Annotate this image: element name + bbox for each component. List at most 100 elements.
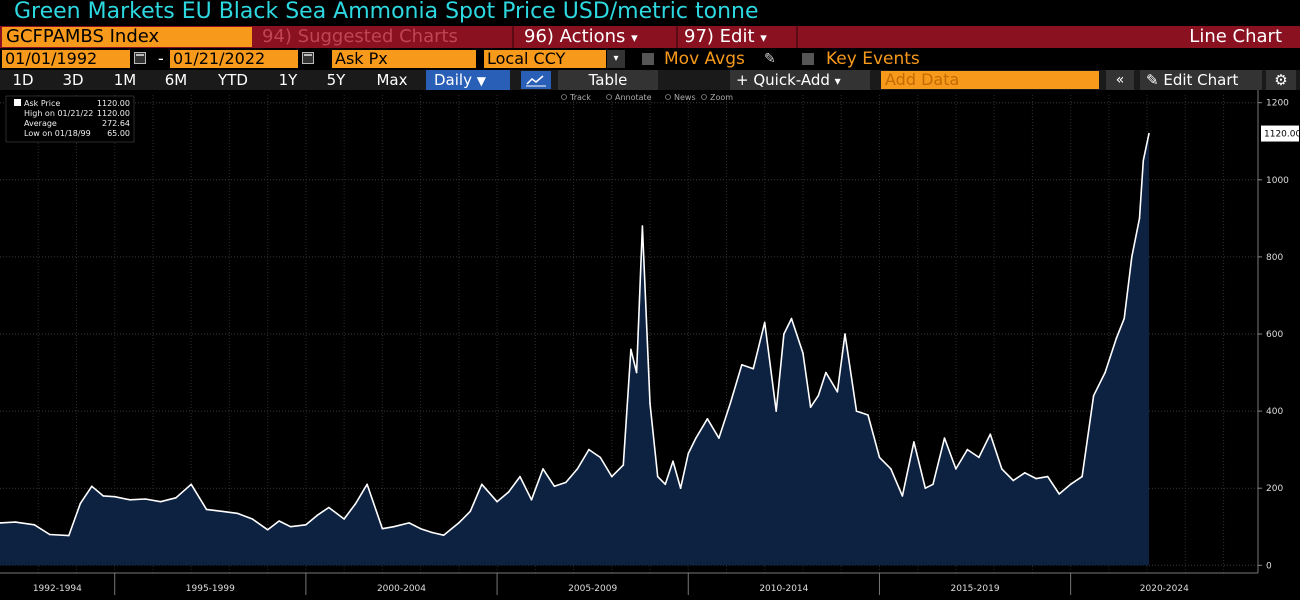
data-point — [33, 524, 36, 526]
mov-avgs-label: Mov Avgs — [664, 49, 745, 69]
add-data-input[interactable]: Add Data — [881, 71, 1099, 89]
data-point — [1148, 132, 1150, 135]
data-point — [844, 333, 846, 335]
data-point — [775, 410, 777, 412]
suggested-charts-button[interactable]: 94) Suggested Charts — [262, 27, 458, 47]
tool-track: Track — [569, 93, 591, 102]
data-point — [635, 371, 638, 374]
frequency-select[interactable]: Daily ▼ — [426, 70, 510, 90]
data-point — [1115, 337, 1118, 339]
data-point — [1001, 468, 1003, 470]
chart-tools: Track Annotate News Zoom — [561, 93, 733, 102]
annotate-icon — [606, 94, 612, 100]
window-title: Green Markets EU Black Sea Ammonia Spot … — [0, 0, 1300, 26]
ticker-field[interactable]: GCFPAMBS Index — [2, 27, 252, 47]
key-events-label: Key Events — [826, 49, 920, 69]
divider — [512, 26, 514, 48]
collapse-icon[interactable]: « — [1106, 70, 1134, 90]
data-point — [266, 529, 269, 531]
legend-value: 1120.00 — [97, 99, 130, 108]
data-point — [955, 468, 957, 470]
y-tick-label: 0 — [1266, 561, 1272, 571]
mov-avgs-checkbox[interactable] — [642, 53, 654, 65]
data-point — [14, 521, 17, 523]
last-value-tag — [1261, 125, 1299, 142]
range-button-6m[interactable]: 6M — [164, 71, 188, 89]
data-point — [809, 406, 812, 409]
y-tick-label: 1000 — [1266, 176, 1289, 186]
legend-box — [5, 95, 135, 143]
data-point — [393, 525, 395, 528]
calendar-icon[interactable] — [302, 52, 314, 64]
legend-swatch — [14, 99, 21, 106]
edit-button[interactable]: 97) Edit ▾ — [684, 27, 767, 47]
data-point — [649, 402, 651, 405]
data-point — [679, 487, 682, 490]
settings-bar: 01/01/1992 - 01/21/2022 Ask Px Local CCY… — [0, 49, 1300, 69]
pencil-icon: ✎ — [1146, 71, 1159, 89]
data-point — [366, 483, 368, 486]
range-button-1m[interactable]: 1M — [113, 71, 137, 89]
data-point — [706, 418, 709, 420]
data-point — [519, 475, 521, 478]
data-point — [901, 495, 904, 497]
chart-area[interactable]: 0 200 400 600 800 1000 1200 1120.00 1992-1994 19… — [0, 90, 1300, 600]
edit-chart-label: Edit Chart — [1163, 71, 1239, 89]
range-button-ytd[interactable]: YTD — [218, 71, 248, 89]
y-tick-label: 800 — [1266, 253, 1283, 263]
legend-label: High on 01/21/22 — [24, 109, 93, 118]
start-date-field[interactable]: 01/01/1992 — [2, 50, 130, 68]
field-select[interactable]: Ask Px — [332, 50, 476, 68]
pencil-icon[interactable]: ✎ — [764, 51, 776, 67]
range-button-3d[interactable]: 3D — [62, 71, 84, 89]
actions-number: 96) — [524, 26, 554, 47]
range-button-1d[interactable]: 1D — [12, 71, 34, 89]
x-period-label: 2005-2009 — [568, 584, 617, 594]
gear-icon[interactable]: ⚙ — [1266, 70, 1296, 90]
data-point — [1069, 483, 1072, 486]
x-period-label: 1995-1999 — [186, 584, 235, 594]
data-point — [48, 533, 51, 536]
data-point — [622, 464, 625, 466]
data-point — [718, 437, 720, 439]
price-area — [0, 132, 1150, 566]
data-point — [752, 367, 755, 370]
table-button[interactable]: Table — [558, 70, 658, 90]
data-point — [817, 394, 820, 397]
data-point — [763, 321, 766, 324]
edit-label: Edit — [719, 26, 755, 47]
data-point — [91, 485, 93, 488]
legend-value: 272.64 — [102, 119, 130, 128]
line-chart-icon[interactable] — [521, 71, 551, 89]
data-point — [542, 468, 544, 470]
range-button-max[interactable]: Max — [376, 71, 408, 89]
quick-add-button[interactable]: + Quick-Add ▾ — [730, 70, 870, 90]
end-date-field[interactable]: 01/21/2022 — [170, 50, 298, 68]
chevron-down-icon: ▾ — [834, 74, 841, 88]
edit-chart-button[interactable]: ✎ Edit Chart — [1140, 70, 1262, 90]
price-area-fill — [0, 133, 1149, 566]
data-point — [588, 448, 590, 451]
chevron-down-icon: ▾ — [631, 31, 638, 46]
data-point — [481, 483, 483, 486]
data-point — [1142, 159, 1145, 162]
date-separator: - — [158, 49, 164, 68]
data-point — [289, 525, 292, 528]
key-events-checkbox[interactable] — [802, 53, 814, 65]
actions-button[interactable]: 96) Actions ▾ — [524, 27, 638, 47]
data-point — [913, 441, 915, 443]
currency-select[interactable]: Local CCY — [484, 50, 606, 68]
data-point — [305, 524, 307, 526]
data-point — [144, 498, 147, 500]
data-point — [1092, 394, 1095, 397]
range-button-5y[interactable]: 5Y — [326, 71, 346, 89]
data-point — [966, 448, 969, 451]
range-button-1y[interactable]: 1Y — [278, 71, 298, 89]
chevron-down-icon[interactable]: ▾ — [607, 50, 625, 68]
calendar-icon[interactable] — [134, 52, 146, 64]
data-point — [1035, 477, 1037, 480]
data-point — [924, 487, 927, 490]
data-point — [878, 456, 881, 459]
data-point — [867, 414, 869, 416]
